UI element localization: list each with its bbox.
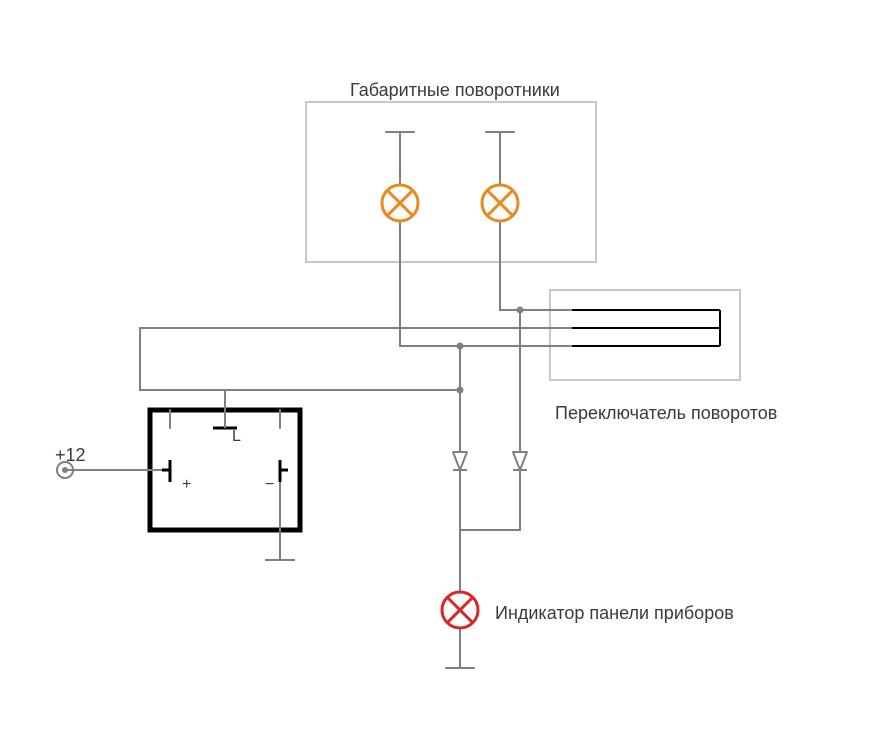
diode-right [513, 452, 527, 470]
pin-label-l: L [232, 428, 241, 446]
top-lamp-group [306, 102, 596, 262]
turn-switch [550, 290, 740, 380]
pin-label-minus: − [265, 476, 274, 494]
schematic-canvas: Габаритные поворотники Переключатель пов… [0, 0, 890, 735]
pin-label-plus: + [182, 476, 191, 494]
label-top: Габаритные поворотники [350, 80, 560, 101]
wire [460, 470, 520, 530]
wire [500, 221, 572, 310]
label-plus12: +12 [55, 445, 86, 466]
wire [140, 328, 460, 390]
label-indicator: Индикатор панели приборов [495, 603, 734, 624]
diode-left [453, 452, 467, 470]
label-switch: Переключатель поворотов [555, 403, 777, 424]
